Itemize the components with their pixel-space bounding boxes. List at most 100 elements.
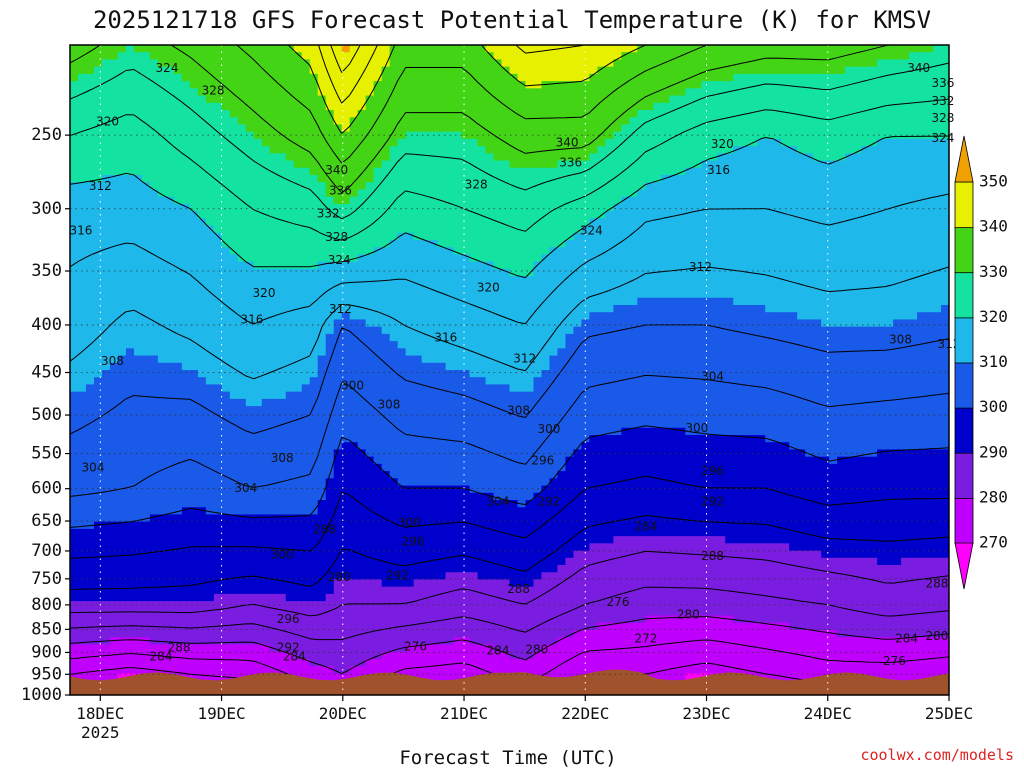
field-cell: [749, 153, 758, 162]
field-cell: [757, 240, 766, 248]
field-cell: [541, 66, 551, 75]
field-cell: [485, 196, 495, 205]
field-cell: [109, 370, 119, 378]
field-cell: [101, 117, 111, 126]
field-cell: [821, 247, 830, 256]
field-cell: [301, 73, 311, 82]
field-cell: [93, 153, 103, 162]
field-cell: [485, 297, 495, 306]
field-cell: [261, 88, 271, 97]
field-cell: [757, 362, 766, 371]
field-cell: [933, 341, 942, 349]
field-cell: [565, 59, 575, 68]
field-cell: [565, 52, 575, 61]
field-cell: [549, 218, 559, 227]
field-cell: [885, 66, 894, 75]
field-cell: [725, 45, 734, 53]
field-cell: [85, 326, 95, 335]
field-cell: [509, 59, 519, 68]
field-cell: [349, 160, 359, 169]
field-cell: [189, 225, 199, 234]
field-cell: [797, 124, 806, 133]
field-cell: [581, 362, 591, 371]
field-cell: [85, 146, 95, 154]
field-cell: [741, 240, 750, 248]
field-cell: [477, 52, 487, 61]
field-cell: [301, 268, 311, 277]
field-cell: [389, 225, 399, 234]
field-cell: [109, 254, 119, 263]
field-cell: [245, 102, 255, 111]
field-cell: [85, 102, 95, 111]
field-cell: [357, 348, 367, 357]
field-cell: [237, 247, 247, 256]
field-cell: [621, 196, 630, 205]
field-cell: [493, 254, 503, 263]
field-cell: [125, 138, 135, 147]
field-cell: [733, 153, 742, 162]
field-cell: [501, 232, 511, 241]
field-cell: [117, 370, 127, 378]
field-cell: [589, 268, 598, 277]
field-cell: [341, 175, 351, 183]
field-cell: [533, 203, 543, 212]
field-cell: [589, 81, 598, 89]
field-cell: [445, 66, 455, 75]
field-cell: [733, 167, 742, 176]
field-cell: [557, 160, 567, 169]
field-cell: [653, 362, 662, 371]
field-cell: [245, 45, 255, 53]
field-cell: [853, 146, 862, 154]
field-cell: [221, 326, 231, 335]
field-cell: [173, 81, 183, 89]
field-cell: [805, 305, 814, 313]
field-cell: [181, 312, 191, 321]
field-cell: [541, 59, 551, 68]
field-cell: [621, 225, 630, 234]
field-cell: [829, 290, 838, 299]
field-cell: [781, 211, 790, 219]
field-cell: [669, 247, 678, 256]
field-cell: [189, 341, 199, 349]
field-cell: [517, 362, 527, 371]
field-cell: [533, 333, 543, 342]
field-cell: [845, 138, 854, 147]
field-cell: [765, 362, 774, 371]
field-cell: [341, 153, 351, 162]
field-cell: [453, 283, 463, 292]
field-cell: [141, 326, 151, 335]
field-cell: [181, 290, 191, 299]
field-cell: [525, 95, 535, 104]
field-cell: [661, 341, 670, 349]
field-cell: [269, 341, 279, 349]
field-cell: [597, 218, 606, 227]
field-cell: [493, 182, 503, 191]
field-cell: [917, 117, 926, 126]
field-cell: [181, 297, 191, 306]
field-cell: [773, 203, 782, 212]
field-cell: [357, 312, 367, 321]
field-cell: [381, 175, 391, 183]
field-cell: [341, 102, 351, 111]
field-cell: [413, 81, 423, 89]
field-cell: [141, 247, 151, 256]
field-cell: [797, 362, 806, 371]
field-cell: [621, 73, 630, 82]
field-cell: [245, 362, 255, 371]
field-cell: [925, 290, 934, 299]
field-cell: [549, 283, 559, 292]
field-cell: [341, 131, 351, 140]
field-cell: [373, 326, 383, 335]
field-cell: [565, 95, 575, 104]
field-cell: [421, 225, 431, 234]
field-cell: [749, 348, 758, 357]
field-cell: [685, 326, 694, 335]
field-cell: [565, 131, 575, 140]
field-cell: [165, 66, 175, 75]
field-cell: [885, 268, 894, 277]
field-cell: [829, 167, 838, 176]
field-cell: [117, 52, 127, 61]
field-cell: [197, 52, 207, 61]
field-cell: [357, 102, 367, 111]
field-cell: [173, 203, 183, 212]
